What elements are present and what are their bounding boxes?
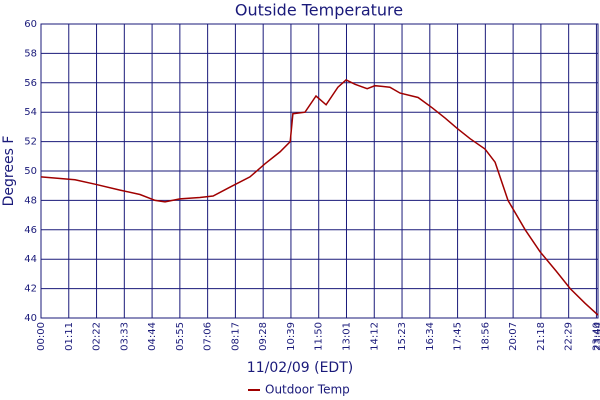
x-tick-label: 11:50 — [314, 322, 325, 351]
x-tick-label: 23:40 — [591, 322, 600, 351]
x-tick-label: 14:12 — [369, 322, 380, 351]
x-axis-label: 11/02/09 (EDT) — [247, 360, 353, 376]
x-tick-label: 21:18 — [536, 322, 547, 351]
y-tick-label: 54 — [24, 107, 37, 118]
x-tick-label: 03:33 — [119, 322, 130, 351]
y-tick-label: 50 — [24, 166, 37, 177]
data-line — [40, 79, 599, 316]
x-tick-label: 13:01 — [341, 322, 352, 351]
x-tick-label: 10:39 — [286, 322, 297, 351]
x-tick-label: 00:00 — [36, 322, 47, 351]
x-tick-label: 18:56 — [480, 322, 491, 351]
y-tick-label: 52 — [24, 137, 37, 148]
x-tick-label: 20:07 — [508, 322, 519, 351]
legend-label: Outdoor Temp — [265, 383, 350, 397]
y-tick-label: 46 — [24, 225, 37, 236]
x-tick-label: 22:29 — [564, 322, 575, 351]
y-tick-label: 56 — [24, 78, 37, 89]
x-tick-label: 15:23 — [397, 322, 408, 351]
y-tick-label: 42 — [24, 284, 37, 295]
y-tick-label: 58 — [24, 48, 37, 59]
y-tick-label: 44 — [24, 254, 37, 265]
x-tick-label: 08:17 — [230, 322, 241, 351]
x-tick-label: 16:34 — [425, 322, 436, 351]
y-tick-label: 48 — [24, 195, 37, 206]
y-tick-label: 60 — [24, 19, 37, 30]
x-tick-label: 09:28 — [258, 322, 269, 351]
y-tick-label: 40 — [24, 313, 37, 324]
x-tick-label: 05:55 — [175, 322, 186, 351]
x-tick-label: 02:22 — [92, 322, 103, 351]
chart-title: Outside Temperature — [235, 1, 403, 20]
x-tick-label: 23:44 — [593, 322, 600, 351]
x-tick-label: 01:11 — [64, 322, 75, 351]
x-tick-label: 17:45 — [453, 322, 464, 351]
y-axis-label: Degrees F — [1, 136, 17, 207]
x-tick-label: 04:44 — [147, 322, 158, 351]
x-tick-label: 07:06 — [203, 322, 214, 351]
